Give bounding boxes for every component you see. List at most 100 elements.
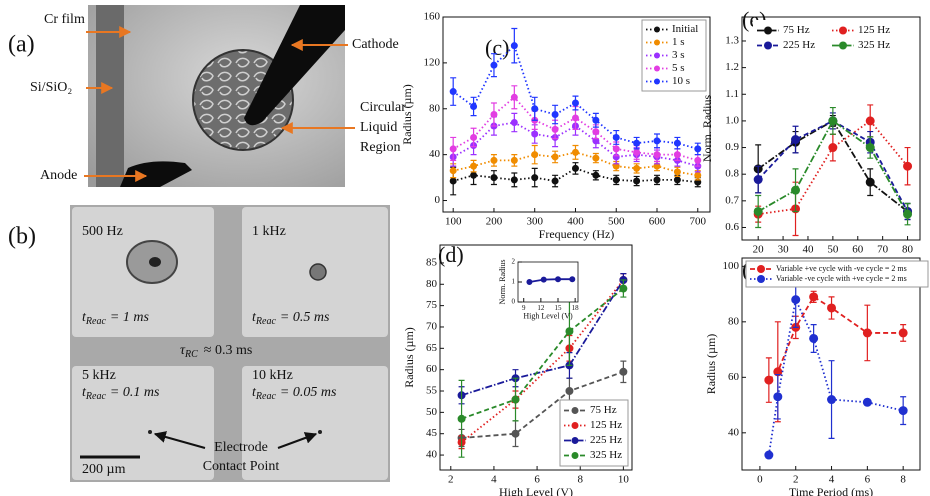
y-tick-label: 100	[723, 260, 740, 272]
legend-marker	[571, 452, 579, 459]
data-point	[764, 375, 774, 385]
data-point	[828, 116, 838, 126]
x-tick-label: 8	[900, 473, 906, 485]
data-point	[592, 154, 600, 162]
annotation: Cr film	[44, 12, 85, 27]
x-tick-label: 9	[522, 304, 526, 312]
data-point	[470, 133, 478, 141]
data-point	[694, 156, 702, 164]
data-point	[612, 176, 620, 184]
data-point	[510, 156, 518, 164]
x-axis-label: Time Period (ms)	[789, 485, 873, 496]
data-point	[612, 145, 620, 153]
data-point	[865, 177, 875, 187]
data-point	[828, 143, 838, 153]
subscript: RC	[184, 349, 198, 360]
data-point	[653, 137, 661, 145]
y-axis-label: Radius (µm)	[402, 327, 416, 388]
symbol: t	[82, 385, 87, 400]
legend-marker	[764, 26, 772, 35]
data-point	[490, 111, 498, 118]
y-tick-label: 75	[426, 299, 438, 311]
data-point	[827, 303, 837, 313]
data-point	[565, 327, 574, 336]
x-axis-label: Frequency (Hz)	[539, 227, 615, 241]
x-tick-label: 30	[778, 243, 790, 255]
data-point	[791, 185, 801, 195]
data-point	[903, 209, 913, 219]
legend-marker	[654, 78, 660, 85]
y-tick-label: 0.7	[725, 194, 739, 206]
x-tick-label: 4	[829, 473, 835, 485]
data-point	[510, 176, 518, 184]
contact-point	[148, 430, 152, 434]
y-tick-label: 0	[512, 298, 516, 306]
reaction-spot	[309, 263, 327, 281]
data-point	[862, 328, 872, 338]
symbol: t	[82, 310, 87, 325]
arrow	[153, 431, 206, 449]
frequency-label: 5 kHz	[82, 368, 116, 383]
data-point	[470, 171, 478, 179]
legend-label: 1 s	[672, 36, 685, 48]
chart: 0 40 80 120 160 100 200 300 400 500 600 700 Frequenc…	[400, 11, 711, 241]
data-point	[531, 151, 539, 159]
legend-label: Initial	[672, 23, 698, 35]
legend-label: 225 Hz	[783, 39, 815, 51]
data-point	[862, 397, 872, 407]
x-tick-label: 70	[877, 243, 889, 255]
arrow	[277, 432, 318, 449]
x-tick-label: 6	[534, 473, 540, 485]
x-axis-label: High Level (V)	[499, 485, 573, 496]
annotation: Circular	[360, 100, 406, 115]
data-point	[592, 128, 600, 136]
cathode-probe	[244, 5, 345, 126]
series-line	[461, 370, 624, 439]
chart: 0.60.70.80.91.01.11.21.320304050607080Du…	[700, 7, 921, 269]
frequency-label: 1 kHz	[252, 224, 286, 239]
data-point	[531, 174, 539, 182]
data-point	[809, 333, 819, 343]
subscript: Reac	[255, 316, 277, 327]
legend-marker	[571, 407, 579, 414]
y-tick-label: 40	[429, 148, 441, 160]
data-point	[865, 143, 875, 153]
y-tick-label: 50	[426, 406, 438, 418]
data-point	[555, 276, 561, 283]
data-point	[809, 292, 819, 302]
subscript: Reac	[85, 391, 107, 402]
panel-a: (a) Cr film Si/SiO₂ Cathode Circular Liq…	[8, 5, 406, 187]
y-tick-label: 1.3	[725, 35, 739, 47]
data-point	[510, 42, 518, 50]
data-point	[653, 176, 661, 184]
y-tick-label: 60	[426, 363, 438, 375]
x-tick-label: 400	[567, 215, 584, 227]
legend-label: 225 Hz	[590, 434, 622, 446]
scale-label: 200 µm	[82, 462, 126, 477]
legend-label: 125 Hz	[590, 419, 622, 431]
x-tick-label: 20	[753, 243, 765, 255]
y-tick-label: 0.9	[725, 141, 739, 153]
y-tick-label: 1.1	[725, 88, 739, 100]
x-tick-label: 6	[865, 473, 871, 485]
legend-label: Variable -ve cycle with +ve cycle = 2 ms	[776, 274, 907, 283]
data-point	[673, 176, 681, 184]
legend-box	[641, 19, 707, 92]
panel-label: (d)	[438, 242, 464, 267]
legend-box	[559, 399, 629, 467]
data-point	[633, 177, 641, 185]
annotation: Cathode	[352, 37, 399, 52]
y-tick-label: 160	[424, 11, 441, 23]
data-point	[592, 171, 600, 179]
data-point	[898, 406, 908, 416]
x-tick-label: 4	[491, 473, 497, 485]
data-point	[470, 162, 478, 170]
data-point	[673, 151, 681, 159]
data-point	[449, 145, 457, 153]
x-tick-label: 600	[649, 215, 666, 227]
data-point	[490, 174, 498, 182]
